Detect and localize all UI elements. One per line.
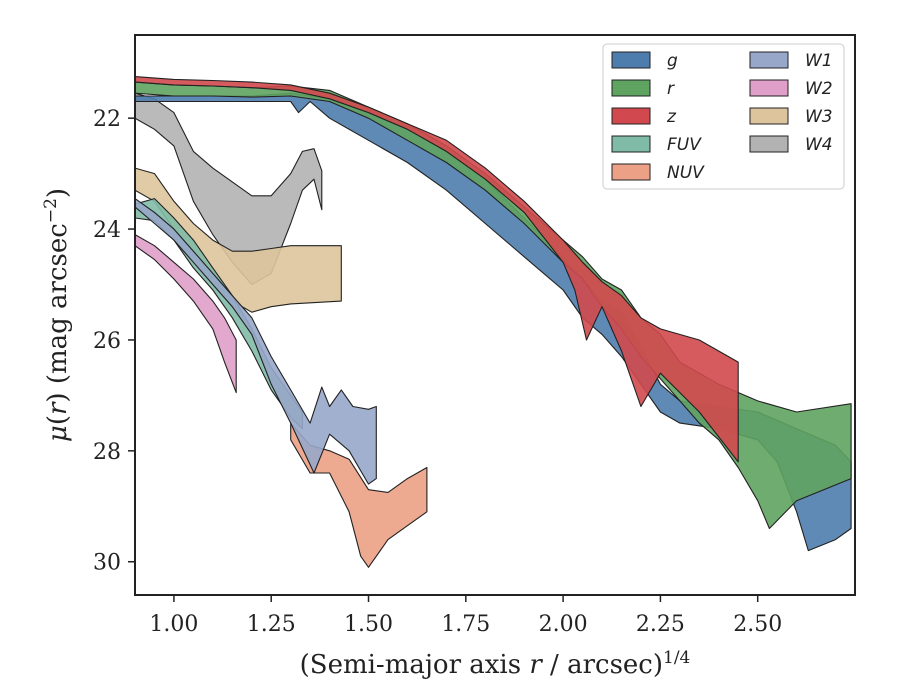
- legend-swatch: [611, 163, 651, 181]
- legend-swatch: [611, 135, 651, 153]
- legend-swatch: [749, 107, 789, 125]
- series-band-w4: [135, 92, 323, 286]
- x-tick-label: 1.00: [149, 612, 198, 637]
- legend-label: W1: [805, 51, 833, 71]
- x-tick-label: 1.25: [247, 612, 296, 637]
- x-tick-label: 2.50: [733, 612, 782, 637]
- x-axis: 1.00 1.25 1.50 1.75 2.00 2.25 2.50: [149, 595, 782, 637]
- x-tick-label: 1.50: [344, 612, 393, 637]
- x-tick-label: 1.75: [441, 612, 490, 637]
- series-band-z: [135, 76, 739, 463]
- legend: grz FUV NUV W1 W2 W3 W4: [602, 43, 845, 190]
- y-tick-label: 22: [93, 107, 121, 132]
- legend-swatch: [749, 51, 789, 69]
- legend-swatch: [611, 79, 651, 97]
- legend-label: r: [667, 79, 675, 99]
- y-tick-label: 30: [93, 551, 121, 576]
- y-axis: 22 24 26 28 30: [93, 107, 135, 576]
- y-axis-label: μ(r) (mag arcsec−2): [41, 188, 73, 442]
- series-band-nuv: [290, 422, 428, 568]
- legend-label: g: [667, 51, 678, 71]
- x-tick-label: 2.00: [539, 612, 588, 637]
- x-tick-label: 2.25: [636, 612, 685, 637]
- y-tick-label: 28: [93, 440, 121, 465]
- legend-label: W4: [805, 135, 833, 155]
- plot-frame: [134, 34, 856, 596]
- legend-label: z: [666, 107, 677, 127]
- series-band-w1: [135, 198, 377, 485]
- y-tick-label: 24: [93, 218, 121, 243]
- x-axis-label: (Semi-major axis r / arcsec)1/4: [300, 648, 691, 680]
- series-layer: [135, 76, 852, 568]
- legend-swatch: [611, 107, 651, 125]
- legend-swatch: [749, 79, 789, 97]
- legend-label: W2: [805, 79, 833, 99]
- series-band-w2: [135, 234, 237, 394]
- legend-swatch: [749, 135, 789, 153]
- legend-swatch: [611, 51, 651, 69]
- legend-label: FUV: [667, 135, 702, 155]
- legend-label: NUV: [667, 163, 705, 183]
- y-tick-label: 26: [93, 329, 121, 354]
- legend-label: W3: [805, 107, 833, 127]
